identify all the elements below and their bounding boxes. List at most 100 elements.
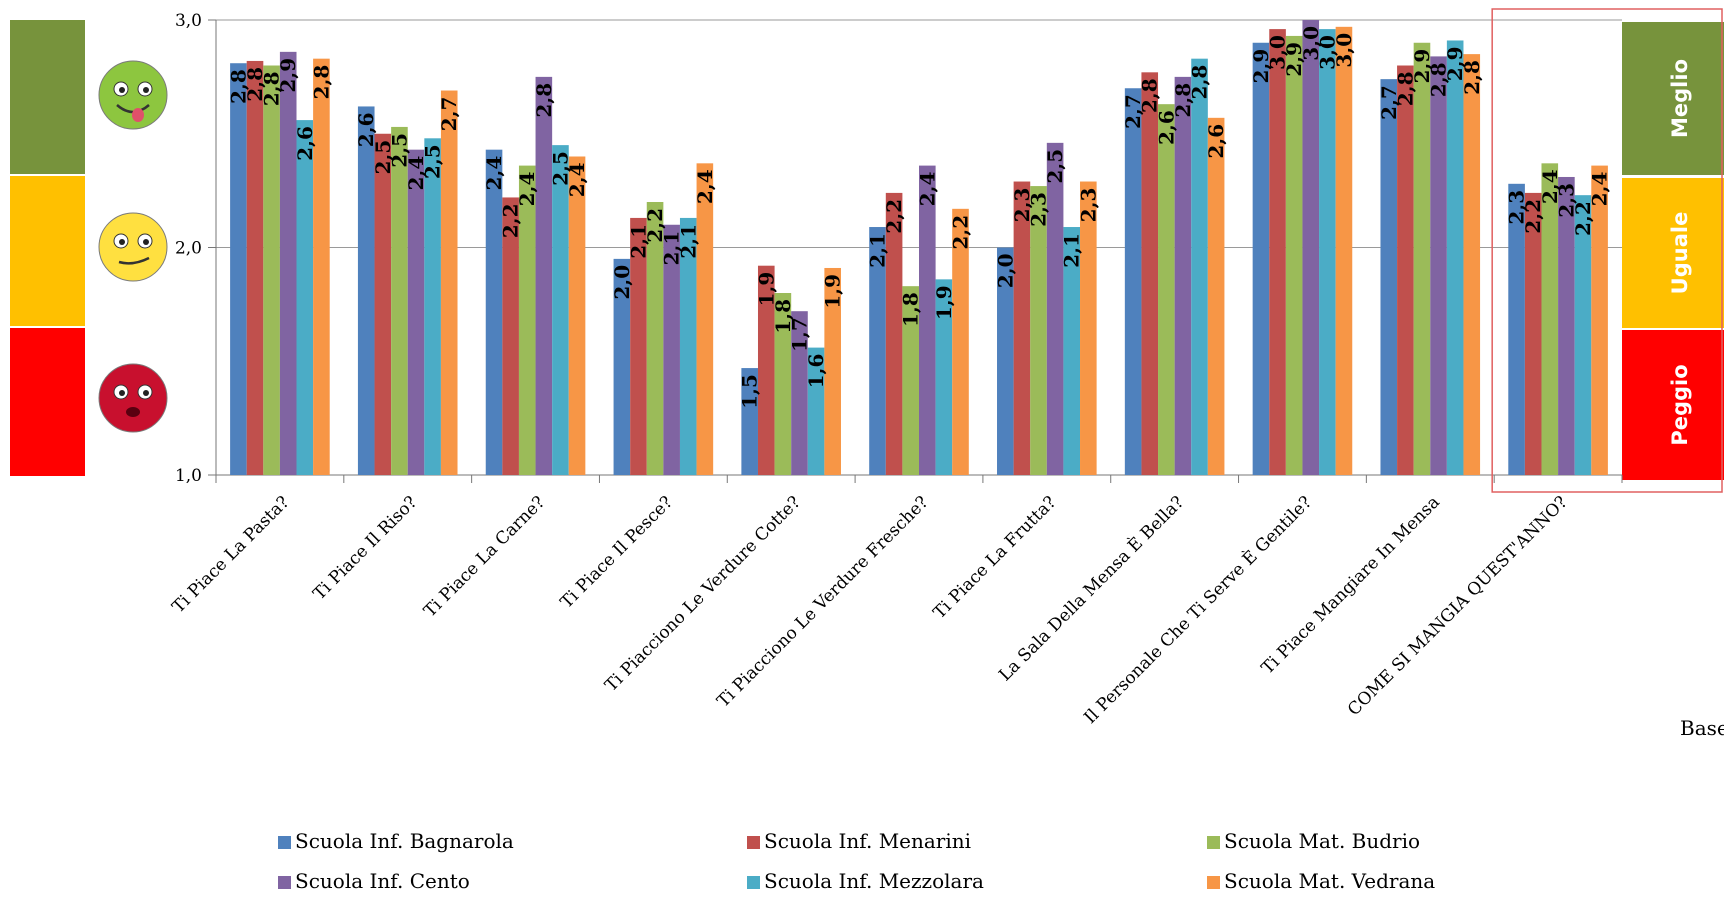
bar xyxy=(568,156,586,475)
neutral-face-icon xyxy=(98,212,168,282)
bar xyxy=(1380,79,1398,476)
legend-label: Scuola Inf. Bagnarola xyxy=(295,829,514,853)
data-label: 2,3 xyxy=(1010,188,1034,223)
highlight-rectangle xyxy=(1491,8,1723,493)
data-label: 2,8 xyxy=(243,67,267,102)
data-label: 2,4 xyxy=(565,162,589,197)
bar xyxy=(374,133,392,475)
legend-label: Scuola Mat. Budrio xyxy=(1224,829,1420,853)
data-label: 2,8 xyxy=(260,72,284,107)
data-label: 2,5 xyxy=(1043,149,1067,184)
bar xyxy=(935,279,953,475)
happy-face-icon xyxy=(98,60,168,130)
bar xyxy=(696,163,714,475)
data-label: 2,6 xyxy=(1154,110,1178,145)
data-label: 2,8 xyxy=(226,69,250,104)
bar xyxy=(774,293,792,475)
bar xyxy=(1158,104,1175,476)
bar xyxy=(1591,165,1608,475)
neutral-face-icon-mouth xyxy=(118,256,150,265)
bar xyxy=(1207,117,1225,475)
face-icons xyxy=(98,60,168,433)
legend-swatch xyxy=(278,876,291,889)
category-label: Ti Piace Il Riso? xyxy=(310,492,422,604)
happy-face-icon-pupil xyxy=(143,87,149,93)
bar xyxy=(407,149,425,476)
bar xyxy=(1191,58,1208,476)
data-label: 2,9 xyxy=(1249,49,1273,84)
left-band-uguale xyxy=(10,176,85,326)
data-label: 1,8 xyxy=(771,299,795,334)
data-label: 2,4 xyxy=(482,156,506,191)
legend-swatch xyxy=(278,836,291,849)
data-label: 2,6 xyxy=(354,112,378,147)
bar xyxy=(741,368,758,475)
bar xyxy=(1030,186,1047,475)
data-label: 3,0 xyxy=(1266,35,1290,70)
data-label: 1,9 xyxy=(932,285,956,320)
data-label: 2,3 xyxy=(1076,188,1100,223)
bar xyxy=(807,347,825,475)
bar xyxy=(1080,181,1097,475)
data-label: 2,4 xyxy=(915,172,939,207)
bar xyxy=(791,311,808,475)
data-label: 2,4 xyxy=(693,169,717,204)
data-label: 1,5 xyxy=(738,374,762,409)
bar xyxy=(885,192,903,475)
data-label: 2,9 xyxy=(1410,49,1434,84)
bar xyxy=(663,224,680,475)
highlight-box xyxy=(1491,8,1723,493)
data-label: 2,1 xyxy=(866,233,890,268)
data-label: 2,8 xyxy=(1393,72,1417,107)
bar xyxy=(997,247,1014,475)
neutral-face-icon-face xyxy=(98,212,168,282)
legend-swatch xyxy=(747,876,760,889)
data-label: 1,7 xyxy=(787,317,811,352)
bar xyxy=(1463,54,1481,475)
bar xyxy=(296,120,314,475)
band-label-peggio: Peggio xyxy=(1668,364,1692,445)
bar xyxy=(485,149,503,476)
bar xyxy=(824,267,841,475)
data-label: 2,2 xyxy=(499,203,523,238)
bar xyxy=(613,258,631,475)
neutral-face-icon-pupil xyxy=(119,239,125,245)
data-label: 2,2 xyxy=(1521,199,1545,234)
category-label: COME SI MANGIA QUEST'ANNO? xyxy=(1344,492,1572,720)
bar xyxy=(440,90,458,476)
bar xyxy=(1430,56,1447,476)
side-note-text: Base xyxy=(1680,716,1724,740)
data-label: 2,7 xyxy=(1377,85,1401,120)
legend-swatch xyxy=(747,836,760,849)
data-label: 2,4 xyxy=(515,172,539,207)
legend-label: Scuola Inf. Mezzolara xyxy=(764,869,984,893)
data-label: 2,9 xyxy=(1443,46,1467,81)
data-label: 2,8 xyxy=(1138,78,1162,113)
bar xyxy=(518,165,536,475)
data-label: 2,0 xyxy=(993,253,1017,288)
sad-face-icon-face xyxy=(98,363,168,433)
sad-face-icon xyxy=(98,363,168,433)
bar xyxy=(391,126,408,476)
data-label: 2,8 xyxy=(532,83,556,118)
right-band-meglio xyxy=(1622,22,1724,175)
data-label: 2,5 xyxy=(548,151,572,186)
bar xyxy=(1013,181,1031,475)
bar xyxy=(630,217,647,476)
legend-label: Scuola Inf. Menarini xyxy=(764,829,971,853)
category-label: Ti Piace La Frutta? xyxy=(930,492,1061,623)
data-label: 2,8 xyxy=(1188,65,1212,100)
bar xyxy=(263,65,280,475)
band-label-meglio: Meglio xyxy=(1668,59,1692,138)
bar xyxy=(1335,26,1353,475)
bar xyxy=(1141,72,1159,475)
data-label: 2,5 xyxy=(421,144,445,179)
bar xyxy=(502,197,519,475)
neutral-face-icon-pupil xyxy=(143,239,149,245)
y-tick-label: 3,0 xyxy=(175,11,202,31)
bar xyxy=(357,106,375,475)
data-label: 2,2 xyxy=(949,215,973,250)
left-band-peggio xyxy=(10,328,85,476)
data-label: 2,1 xyxy=(660,231,684,266)
y-tick-label: 1,0 xyxy=(175,466,202,486)
